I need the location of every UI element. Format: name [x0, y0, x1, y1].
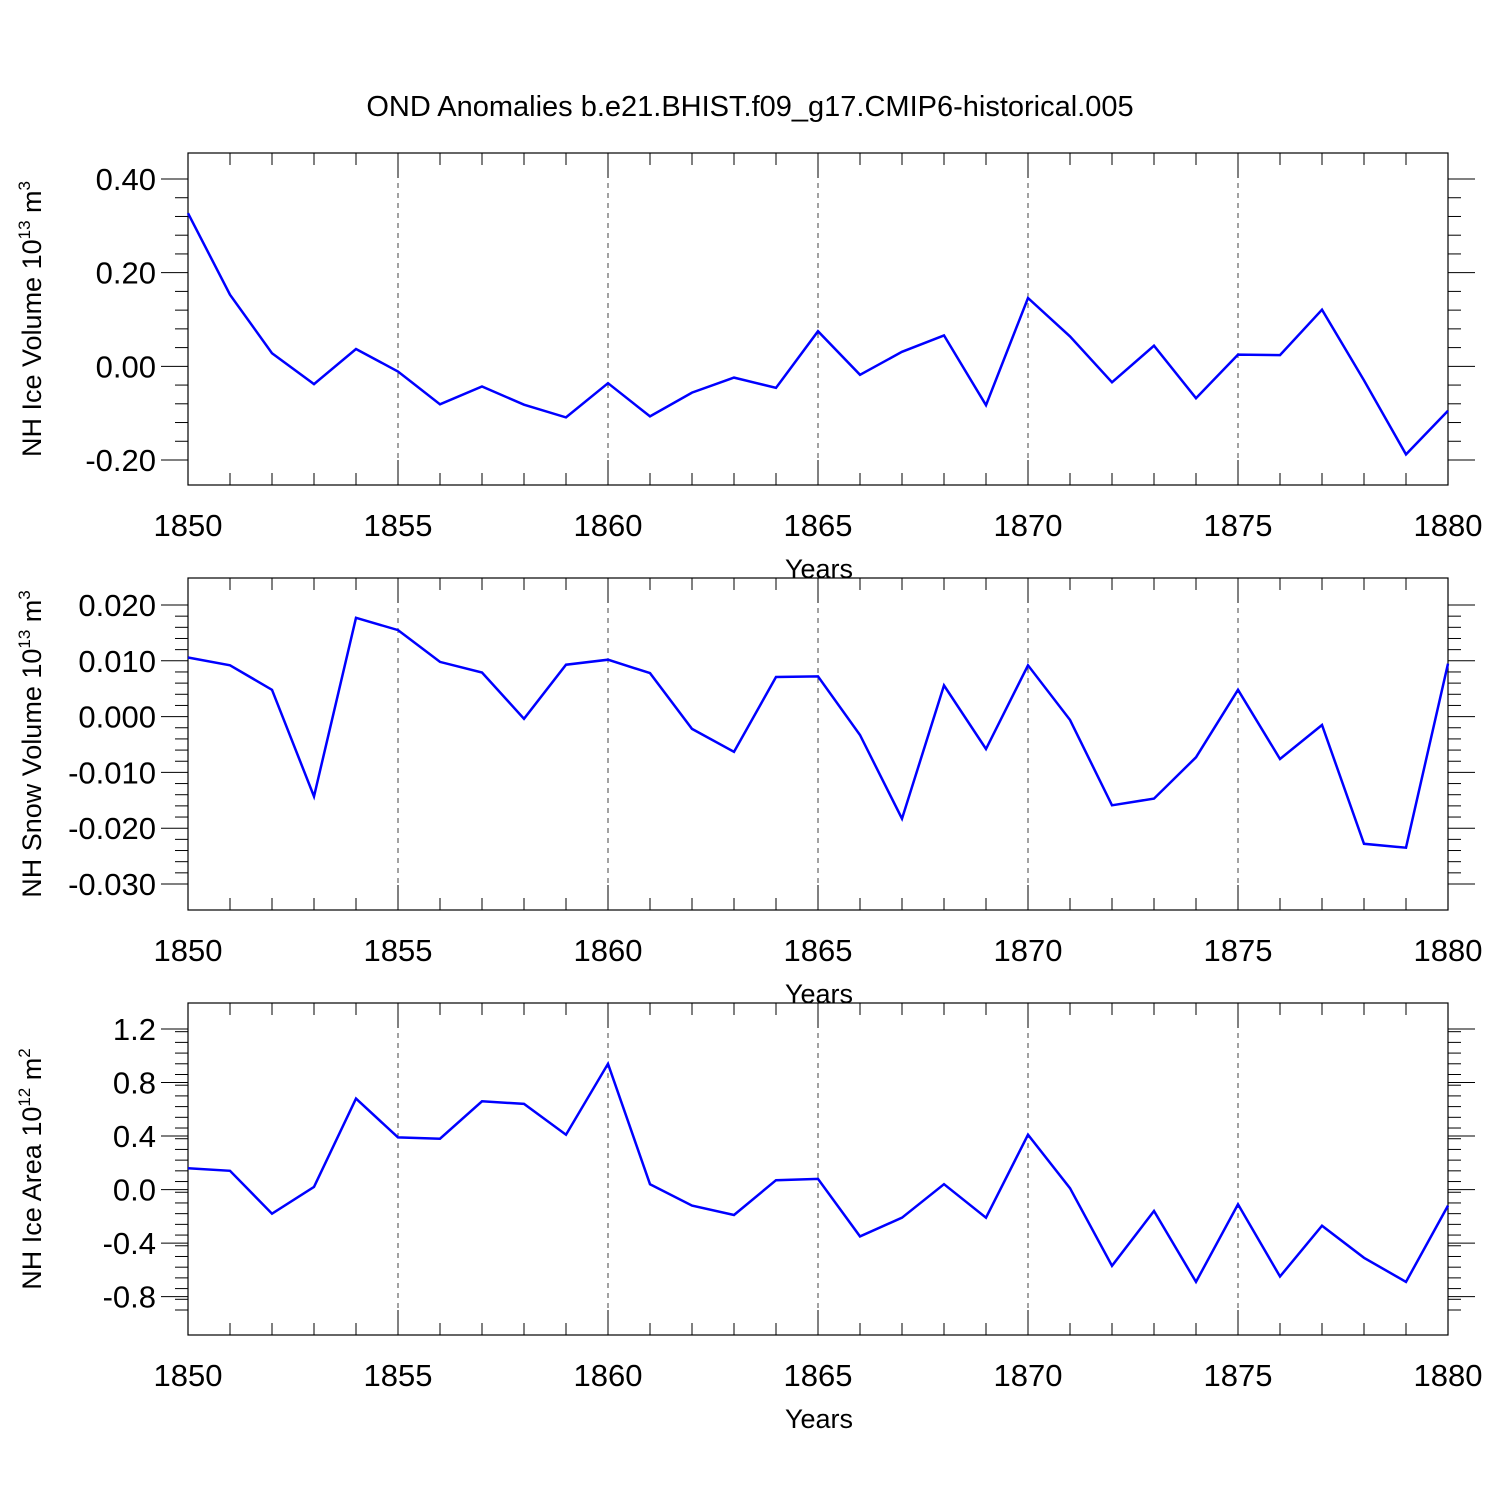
y-tick-label: 0.000 [78, 700, 156, 735]
x-axis-label: Years [785, 554, 853, 584]
x-axis-label: Years [785, 979, 853, 1009]
chart-panels: -0.20 0.00 0.20 0.40 1850 1855 1860 1865 1870 187… [15, 152, 1483, 1434]
y-axis-label-part: m [17, 600, 47, 630]
y-tick-label: 0.8 [113, 1066, 156, 1101]
y-axis-label: NH Snow Volume 1013 m3 [15, 590, 47, 898]
x-tick-label: 1855 [364, 933, 433, 968]
y-axis-label-part: 13 [15, 220, 34, 239]
y-tick-label: -0.8 [103, 1280, 156, 1315]
y-axis-label-part: 2 [15, 1048, 34, 1057]
x-tick-label: 1875 [1204, 1358, 1273, 1393]
y-axis-label-part: NH Ice Volume 10 [17, 239, 47, 457]
y-axis-label-part: m [17, 1058, 47, 1088]
y-axis-label-part: m [17, 190, 47, 220]
chart-panel-3: -0.8 -0.4 0.0 0.4 0.8 1.2 1850 1855 1860 1865 1870… [15, 1002, 1483, 1434]
x-tick-label: 1850 [154, 933, 223, 968]
y-tick-label: 1.2 [113, 1012, 156, 1047]
chart-panel-2: -0.030 -0.020 -0.010 0.000 0.010 0.020 1850 185… [15, 577, 1483, 1009]
y-axis-label-part: NH Snow Volume 10 [17, 649, 47, 898]
y-tick-label: -0.20 [85, 443, 156, 478]
x-tick-label: 1855 [364, 508, 433, 543]
x-tick-label: 1875 [1204, 933, 1273, 968]
x-tick-label: 1865 [784, 1358, 853, 1393]
chart-panel-1: -0.20 0.00 0.20 0.40 1850 1855 1860 1865 1870 187… [15, 152, 1483, 584]
y-axis-label: NH Ice Volume 1013 m3 [15, 181, 47, 457]
y-axis-label-part: NH Ice Area 10 [17, 1107, 47, 1290]
x-tick-label: 1880 [1414, 508, 1483, 543]
x-tick-label: 1875 [1204, 508, 1273, 543]
x-tick-label: 1880 [1414, 933, 1483, 968]
y-tick-label: 0.20 [96, 256, 156, 291]
x-tick-label: 1860 [574, 933, 643, 968]
y-axis-label-part: 3 [15, 590, 34, 599]
y-tick-label: 0.020 [78, 588, 156, 623]
y-tick-label: -0.4 [103, 1226, 156, 1261]
x-tick-label: 1850 [154, 508, 223, 543]
series-line [187, 616, 1450, 850]
x-tick-label: 1865 [784, 508, 853, 543]
x-axis-label: Years [785, 1404, 853, 1434]
x-tick-label: 1865 [784, 933, 853, 968]
x-tick-label: 1880 [1414, 1358, 1483, 1393]
y-tick-label: -0.020 [68, 811, 156, 846]
x-tick-label: 1860 [574, 1358, 643, 1393]
y-tick-label: 0.40 [96, 162, 156, 197]
y-tick-label: 0.0 [113, 1173, 156, 1208]
y-tick-label: 0.00 [96, 349, 156, 384]
y-tick-label: 0.4 [113, 1119, 156, 1154]
x-tick-label: 1855 [364, 1358, 433, 1393]
y-tick-label: -0.010 [68, 755, 156, 790]
x-tick-label: 1870 [994, 508, 1063, 543]
series-line [187, 1060, 1450, 1285]
page-title: OND Anomalies b.e21.BHIST.f09_g17.CMIP6-… [366, 91, 1133, 123]
y-axis-label-part: 3 [15, 181, 34, 190]
x-tick-label: 1870 [994, 1358, 1063, 1393]
y-axis-label-part: 12 [15, 1088, 34, 1107]
y-axis-label-part: 13 [15, 630, 34, 649]
y-axis-label: NH Ice Area 1012 m2 [15, 1048, 47, 1289]
x-tick-label: 1870 [994, 933, 1063, 968]
x-tick-label: 1850 [154, 1358, 223, 1393]
y-tick-label: -0.030 [68, 867, 156, 902]
x-tick-label: 1860 [574, 508, 643, 543]
y-tick-label: 0.010 [78, 644, 156, 679]
series-line [186, 212, 1449, 457]
